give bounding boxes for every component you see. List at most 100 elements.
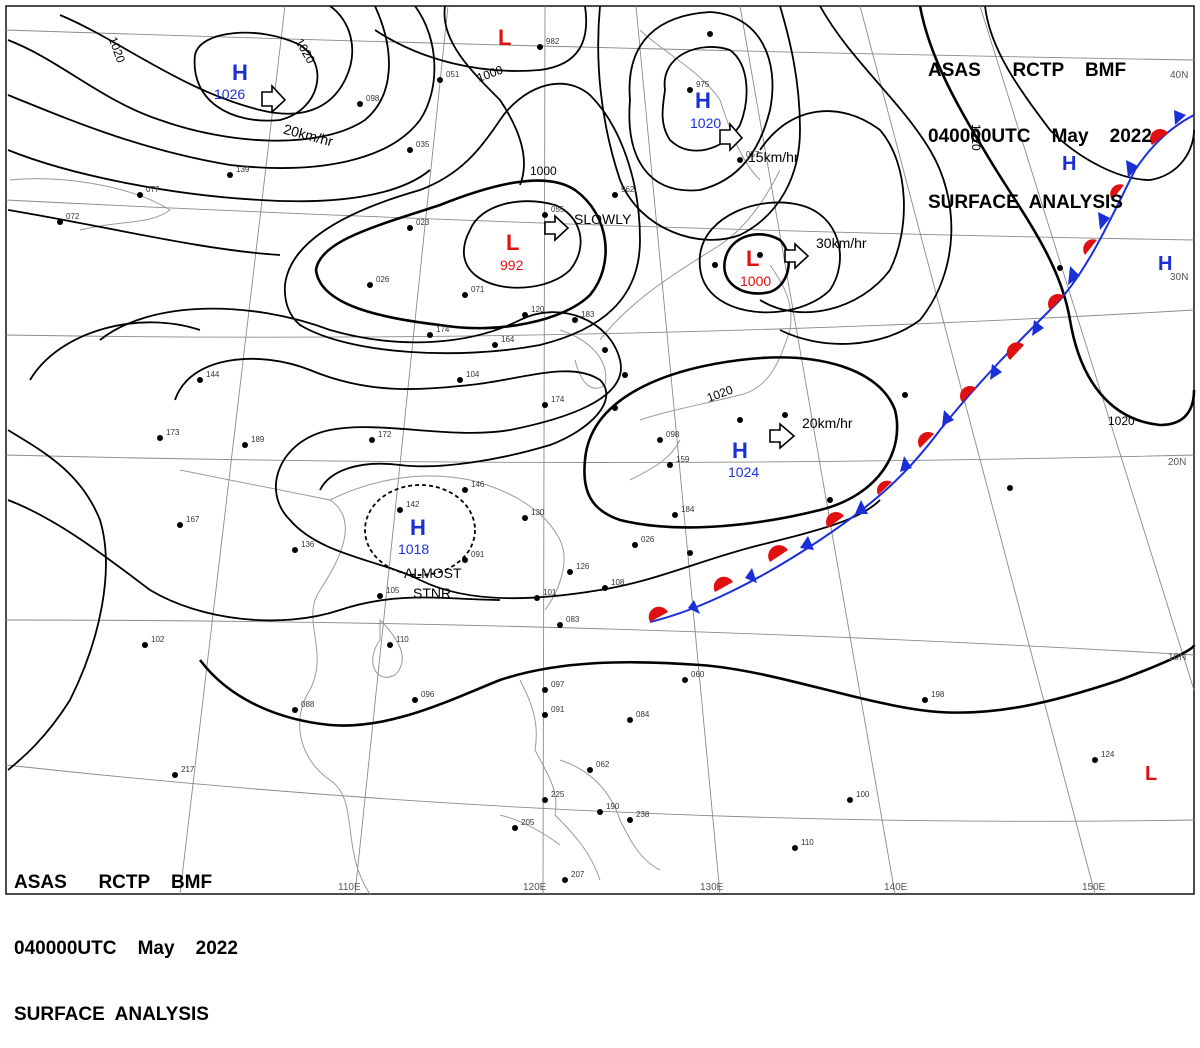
isobars xyxy=(7,5,1196,771)
station-value: 982 xyxy=(546,37,560,46)
isobar-label: 1000 xyxy=(530,164,557,178)
station-value: 098 xyxy=(666,430,680,439)
longitude-labels: 110E 120E 130E 140E 150E xyxy=(338,882,1106,893)
station-value: 101 xyxy=(543,588,557,597)
station-value: 205 xyxy=(521,818,535,827)
stationary-label: STNR xyxy=(413,585,451,601)
station-value: 023 xyxy=(416,218,430,227)
arrow-2 xyxy=(544,214,570,242)
movement-labels: 20km/hr SLOWLY 15km/hr 30km/hr 20km/hr A… xyxy=(282,121,867,601)
station-value: 088 xyxy=(301,700,315,709)
lat-label-30n: 30N xyxy=(1170,272,1188,283)
station-value: 057 xyxy=(746,150,760,159)
isobar-label: 1020 xyxy=(1108,414,1135,428)
warm-front-symbols xyxy=(648,129,1168,622)
latitude-labels: 40N 30N 20N 10N xyxy=(1168,70,1188,663)
station-value: 083 xyxy=(566,615,580,624)
cold-front-symbols xyxy=(688,110,1186,614)
station-value: 091 xyxy=(551,705,565,714)
high-center-value: 1026 xyxy=(214,86,245,102)
station-value: 110 xyxy=(801,838,814,847)
station-value: 136 xyxy=(301,540,315,549)
header-bottom-line2: 040000UTC May 2022 xyxy=(14,938,238,959)
station-value: 183 xyxy=(581,310,595,319)
lat-label-40n: 40N xyxy=(1170,70,1188,81)
station-value: 077 xyxy=(146,185,160,194)
station-value: 217 xyxy=(181,765,195,774)
lon-label-130e: 130E xyxy=(700,882,724,893)
station-value: 164 xyxy=(501,335,515,344)
header-top-line2: 040000UTC May 2022 xyxy=(928,126,1152,147)
station-value: 091 xyxy=(471,550,485,559)
station-value: 026 xyxy=(376,275,390,284)
high-center-value: 1018 xyxy=(398,541,429,557)
lon-label-150e: 150E xyxy=(1082,882,1106,893)
isobar-label: 1020 xyxy=(106,35,128,65)
lat-label-20n: 20N xyxy=(1168,457,1186,468)
station-value: 096 xyxy=(421,690,435,699)
longitude-graticule xyxy=(179,5,1195,895)
lat-label-10n: 10N xyxy=(1168,652,1186,663)
station-plots xyxy=(57,31,1098,883)
station-value: 172 xyxy=(378,430,392,439)
station-value: 026 xyxy=(641,535,655,544)
high-center-symbol: H xyxy=(1158,253,1172,275)
low-center-value: 1000 xyxy=(740,273,771,289)
station-value: 120 xyxy=(531,305,545,314)
arrow-1 xyxy=(261,83,287,114)
station-value: 055 xyxy=(551,205,565,214)
movement-label: 20km/hr xyxy=(282,121,335,150)
header-bottom-line1: ASAS RCTP BMF xyxy=(14,872,213,893)
station-value: 072 xyxy=(66,212,80,221)
station-value: 190 xyxy=(606,802,620,811)
high-center-symbol: H xyxy=(732,438,748,463)
station-value: 102 xyxy=(151,635,165,644)
isobar-label: 1020 xyxy=(705,383,735,405)
station-value: 071 xyxy=(471,285,485,294)
arrow-3 xyxy=(719,121,744,152)
header-top-line3: SURFACE ANALYSIS xyxy=(928,192,1123,213)
station-value: 130 xyxy=(531,508,545,517)
station-value: 139 xyxy=(236,165,250,174)
movement-label: 30km/hr xyxy=(816,235,867,251)
station-value: 124 xyxy=(1101,750,1115,759)
pressure-centers: H 1026 L 992 H 1020 L 1000 H 1024 H 1018… xyxy=(214,25,1172,785)
isobar-label: 1020 xyxy=(969,124,983,151)
lon-label-140e: 140E xyxy=(884,882,908,893)
movement-arrows xyxy=(261,83,810,450)
low-center-value: 992 xyxy=(500,257,524,273)
station-value: 225 xyxy=(551,790,565,799)
arrow-4 xyxy=(784,242,810,270)
station-value: 062 xyxy=(596,760,610,769)
lon-label-120e: 120E xyxy=(523,882,547,893)
station-value: 159 xyxy=(676,455,690,464)
station-value: 962 xyxy=(621,185,635,194)
station-value: 104 xyxy=(466,370,480,379)
station-value: 975 xyxy=(696,80,710,89)
high-center-value: 1020 xyxy=(690,115,721,131)
low-center-symbol: L xyxy=(506,230,519,255)
station-value: 035 xyxy=(416,140,430,149)
lon-label-110e: 110E xyxy=(338,882,361,893)
low-center-symbol: L xyxy=(746,246,759,271)
coastlines xyxy=(9,29,792,895)
stationary-front xyxy=(648,110,1195,623)
station-value: 146 xyxy=(471,480,485,489)
high-center-symbol: H xyxy=(1062,153,1076,175)
latitude-graticule xyxy=(5,29,1195,822)
high-center-symbol: H xyxy=(410,515,426,540)
station-value: 105 xyxy=(386,586,400,595)
station-value: 098 xyxy=(366,94,380,103)
stationary-label: ALMOST xyxy=(404,565,462,581)
station-value: 100 xyxy=(856,790,870,799)
high-center-value: 1024 xyxy=(728,464,759,480)
station-value: 207 xyxy=(571,870,585,879)
station-value: 174 xyxy=(551,395,565,404)
station-value: 144 xyxy=(206,370,220,379)
isobar-label: 1000 xyxy=(475,63,505,85)
station-value: 173 xyxy=(166,428,180,437)
station-value: 126 xyxy=(576,562,590,571)
header-bottom: ASAS RCTP BMF 040000UTC May 2022 SURFACE… xyxy=(14,828,238,1048)
station-value: 051 xyxy=(446,70,460,79)
movement-label: 15km/hr xyxy=(748,149,799,165)
